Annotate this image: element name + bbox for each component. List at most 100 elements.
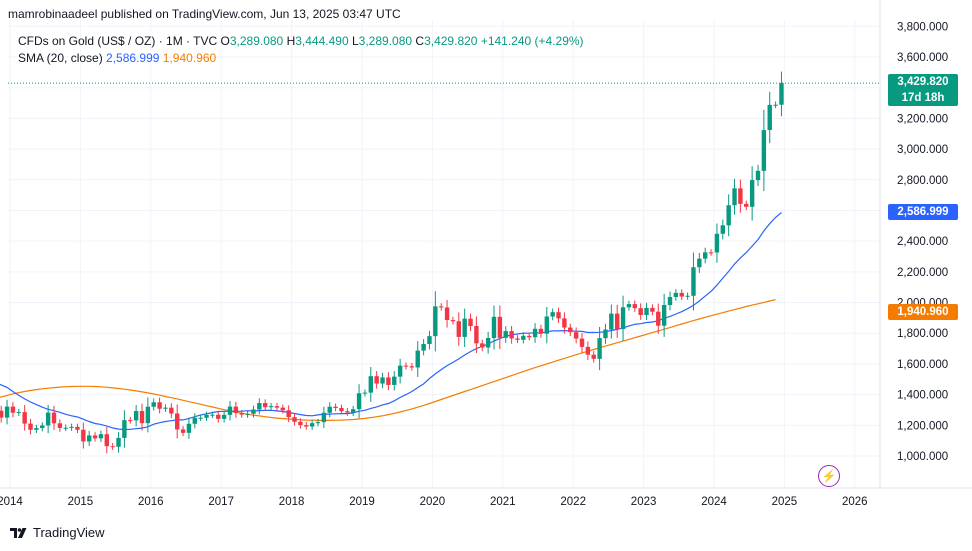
candle-body: [98, 434, 104, 439]
time-tick-label: 2024: [701, 496, 727, 508]
candle-body: [128, 420, 133, 422]
candle-body: [163, 407, 168, 409]
price-tick-label: 2,200.000: [897, 267, 948, 279]
candle-body: [714, 233, 720, 253]
candle-body: [626, 304, 632, 308]
candle-body: [75, 426, 80, 430]
candle-body: [767, 104, 772, 131]
price-tick-label: 1,000.000: [897, 451, 948, 463]
candle-body: [544, 316, 549, 334]
candle-body: [703, 252, 708, 259]
tradingview-footer[interactable]: TradingView: [10, 525, 105, 540]
candle-body: [738, 188, 743, 204]
sma-value-orange: 1,940.960: [162, 51, 217, 65]
candle-body: [673, 292, 679, 298]
sma-value-blue: 2,586.999: [106, 51, 160, 65]
candle-body: [315, 422, 321, 424]
tradingview-logo-icon: [10, 527, 27, 538]
candle-body: [87, 435, 92, 442]
candle-body: [597, 338, 602, 359]
candle-body: [603, 329, 608, 339]
candle-body: [34, 428, 39, 430]
last-price-value: 3,429.820: [897, 76, 949, 89]
candle-body: [503, 331, 508, 338]
candle-body: [620, 307, 626, 330]
sma-label: SMA (20, close): [18, 51, 103, 65]
symbol-name: CFDs on Gold (US$ / OZ) · 1M · TVC: [18, 34, 218, 48]
candle-body: [351, 409, 356, 413]
candle-body: [491, 316, 497, 338]
open-value: 3,289.080: [229, 34, 284, 48]
candle-body: [233, 406, 239, 414]
candle-body: [251, 409, 256, 414]
candle-body: [22, 412, 27, 424]
candle-body: [638, 308, 643, 315]
close-label: C: [415, 34, 425, 48]
open-label: O: [220, 34, 230, 48]
candle-body: [151, 402, 156, 407]
candle-body: [708, 252, 714, 254]
sma-legend[interactable]: SMA (20, close) 2,586.999 1,940.960: [18, 51, 216, 65]
time-tick-label: 2025: [772, 496, 798, 508]
candle-body: [749, 180, 755, 207]
candle-body: [685, 295, 690, 297]
candle-body: [374, 376, 379, 384]
candle-body: [257, 403, 262, 410]
candle-body: [691, 267, 696, 296]
candle-body: [122, 420, 127, 438]
candle-body: [409, 366, 415, 368]
candle-body: [298, 421, 303, 426]
candle-body: [356, 393, 362, 410]
candle-body: [585, 346, 591, 355]
last-price-tag: 3,429.820 17d 18h: [888, 74, 958, 107]
publisher-line: mamrobinaadeel published on TradingView.…: [8, 7, 401, 21]
candle-body: [538, 328, 544, 334]
candle-body: [204, 414, 209, 418]
chart-grid: [0, 0, 972, 489]
candle-body: [515, 338, 520, 340]
candle-body: [192, 417, 197, 424]
candle-body: [573, 332, 579, 339]
candle-body: [198, 417, 203, 419]
change-value: +141.240 (+4.29%): [480, 34, 584, 48]
candle-body: [116, 437, 121, 447]
candle-body: [661, 304, 667, 326]
candle-body: [104, 434, 109, 447]
price-tick-label: 1,800.000: [897, 328, 948, 340]
bolt-icon[interactable]: ⚡: [818, 465, 840, 487]
candle-body: [175, 413, 180, 430]
candle-body: [456, 321, 461, 337]
candle-body: [480, 343, 485, 348]
bar-countdown: 17d 18h: [901, 92, 945, 105]
candle-body: [380, 377, 385, 384]
candle-body: [63, 427, 68, 429]
candle-body: [632, 304, 637, 309]
candle-body: [644, 307, 649, 315]
candle-body: [497, 316, 503, 338]
time-axis[interactable]: 2014 2015 2016 2017 2018 2019 2020 2021 2022 2023…: [0, 496, 868, 508]
candle-body: [579, 338, 585, 347]
candle-body: [16, 412, 21, 414]
price-tick-label: 3,200.000: [897, 113, 948, 125]
candle-body: [139, 411, 145, 424]
candle-body: [210, 414, 215, 416]
candle-body: [779, 83, 784, 105]
time-tick-label: 2026: [842, 496, 868, 508]
candle-body: [4, 406, 10, 418]
price-tick-label: 1,200.000: [897, 420, 948, 432]
candle-body: [327, 406, 332, 413]
candle-body: [732, 188, 737, 206]
time-tick-label: 2020: [420, 496, 446, 508]
sma-line-orange: [0, 299, 776, 421]
candle-body: [532, 328, 538, 338]
price-tick-label: 1,400.000: [897, 390, 948, 402]
candle-body: [10, 406, 16, 413]
high-value: 3,444.490: [295, 34, 349, 48]
candle-body: [339, 407, 344, 412]
time-tick-label: 2023: [631, 496, 657, 508]
tradingview-brand: TradingView: [33, 525, 105, 540]
candle-body: [568, 327, 573, 333]
candle-body: [433, 306, 438, 337]
price-tick-label: 1,600.000: [897, 359, 948, 371]
symbol-legend[interactable]: CFDs on Gold (US$ / OZ) · 1M · TVC O3,28…: [18, 34, 584, 48]
